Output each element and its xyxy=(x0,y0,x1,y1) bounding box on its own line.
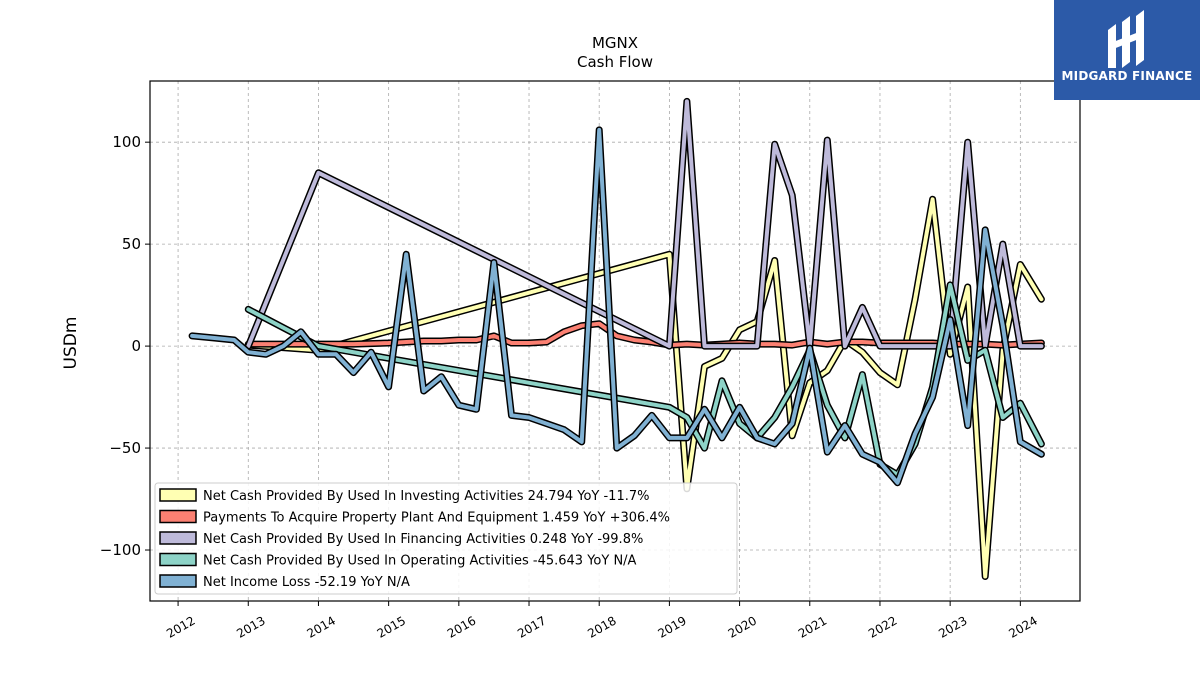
legend-swatch xyxy=(159,531,197,545)
x-tick-label: 2015 xyxy=(375,613,408,640)
legend-entry: Net Cash Provided By Used In Financing A… xyxy=(203,532,643,547)
legend-swatch xyxy=(159,509,197,524)
x-tick-label: 2017 xyxy=(515,613,548,640)
series-lines xyxy=(188,97,1045,580)
y-ticks: −100 −50 0 50 100 xyxy=(100,133,150,559)
x-tick-label: 2016 xyxy=(445,613,478,640)
series-line-5 xyxy=(190,127,1044,485)
series-outline-4 xyxy=(244,281,1045,479)
midgard-finance-logo: MIDGARD FINANCE xyxy=(1054,0,1200,100)
x-tick-label: 2022 xyxy=(866,613,899,640)
legend-entry: Net Cash Provided By Used In Operating A… xyxy=(203,554,637,569)
x-tick-label: 2012 xyxy=(164,613,197,640)
chart-title: MGNX xyxy=(592,34,638,52)
logo-text: MIDGARD FINANCE xyxy=(1061,69,1193,83)
y-tick-label: −100 xyxy=(100,541,141,559)
x-tick-label: 2014 xyxy=(304,613,337,640)
legend-swatch xyxy=(159,488,197,502)
legend-swatch xyxy=(159,552,197,567)
legend: Net Cash Provided By Used In Investing A… xyxy=(154,482,738,595)
series-outline-3 xyxy=(244,97,1045,350)
legend-entry: Net Cash Provided By Used In Investing A… xyxy=(203,489,649,504)
x-tick-label: 2019 xyxy=(655,613,688,640)
legend-entry: Payments To Acquire Property Plant And E… xyxy=(203,511,670,526)
y-axis-label: USDm xyxy=(61,317,81,370)
x-tick-label: 2013 xyxy=(234,613,267,640)
x-ticks: 2012 2013 2014 2015 2016 2017 2018 2019 2020 2021… xyxy=(164,601,1040,641)
logo-mark-icon xyxy=(1108,10,1144,68)
legend-box xyxy=(154,482,738,595)
legend-swatch xyxy=(159,574,197,588)
chart-subtitle: Cash Flow xyxy=(577,53,653,71)
plot-frame xyxy=(149,80,1081,602)
x-tick-label: 2020 xyxy=(726,613,759,640)
series-line-4 xyxy=(246,282,1044,477)
y-tick-label: 0 xyxy=(131,337,141,355)
series-line-1 xyxy=(246,197,1044,579)
y-tick-label: −50 xyxy=(109,439,141,457)
y-tick-label: 50 xyxy=(122,235,141,253)
legend-entry: Net Income Loss -52.19 YoY N/A xyxy=(203,575,410,590)
x-tick-label: 2018 xyxy=(585,613,618,640)
x-tick-label: 2021 xyxy=(796,613,829,640)
x-tick-label: 2024 xyxy=(1006,613,1039,640)
x-tick-label: 2023 xyxy=(936,613,969,640)
series-line-3 xyxy=(246,99,1044,349)
y-tick-label: 100 xyxy=(112,133,141,151)
